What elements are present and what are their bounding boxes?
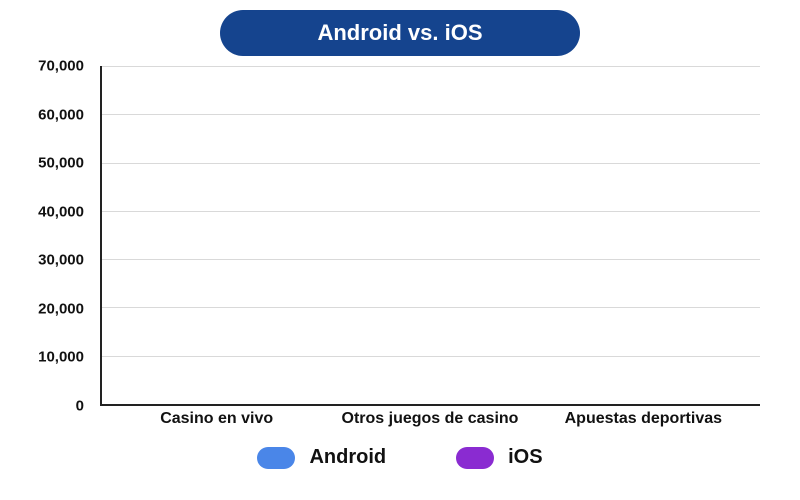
legend-item-ios: iOS: [456, 446, 542, 469]
y-tick-label: 0: [20, 398, 84, 415]
y-tick-label: 30,000: [20, 252, 84, 269]
y-tick-label: 50,000: [20, 155, 84, 172]
x-axis-label: Otros juegos de casino: [323, 406, 536, 436]
legend-swatch-android: [257, 447, 295, 469]
y-tick-label: 70,000: [20, 58, 84, 75]
chart-title: Android vs. iOS: [220, 10, 580, 56]
y-tick-label: 60,000: [20, 106, 84, 123]
y-axis: 010,00020,00030,00040,00050,00060,00070,…: [20, 66, 90, 406]
y-tick-label: 10,000: [20, 349, 84, 366]
legend-label-ios: iOS: [508, 446, 542, 469]
x-axis-label: Casino en vivo: [110, 406, 323, 436]
y-tick-label: 40,000: [20, 203, 84, 220]
plot-area: 010,00020,00030,00040,00050,00060,00070,…: [100, 66, 760, 436]
bars-area: [100, 66, 760, 406]
y-tick-label: 20,000: [20, 300, 84, 317]
legend-swatch-ios: [456, 447, 494, 469]
x-axis-labels: Casino en vivoOtros juegos de casinoApue…: [100, 406, 760, 436]
x-axis-label: Apuestas deportivas: [537, 406, 750, 436]
legend-item-android: Android: [257, 446, 386, 469]
chart-container: Android vs. iOS 010,00020,00030,00040,00…: [0, 0, 800, 500]
legend: Android iOS: [20, 446, 780, 469]
legend-label-android: Android: [309, 446, 386, 469]
